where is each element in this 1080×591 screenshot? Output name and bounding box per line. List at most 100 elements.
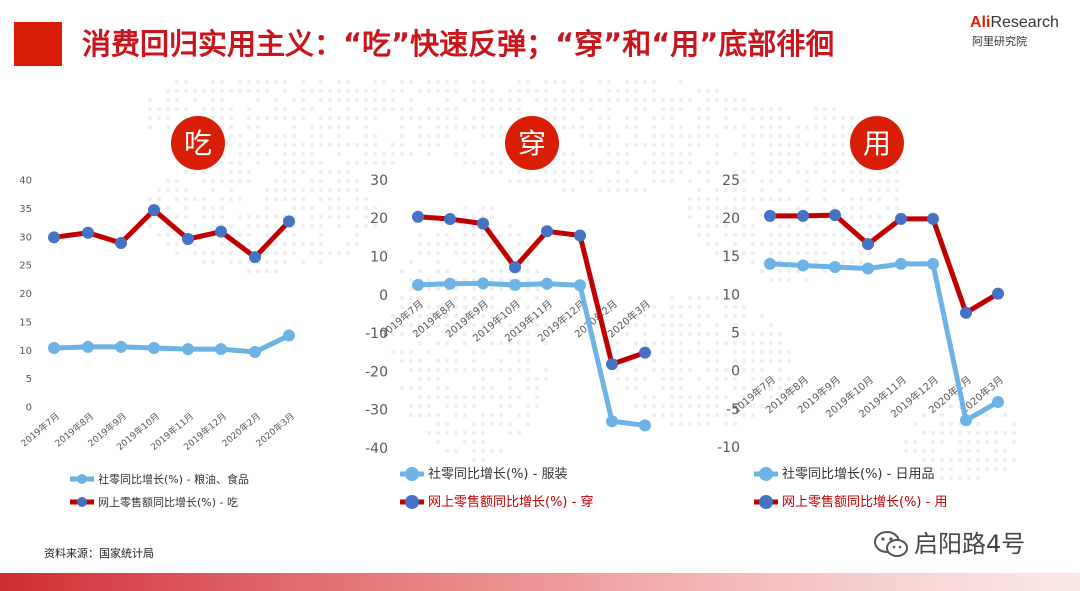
map-dot [778,116,782,120]
map-dot [643,107,647,111]
map-dot [481,413,485,417]
map-dot [508,287,512,291]
map-dot [256,224,260,228]
map-dot [229,89,233,93]
map-dot [652,98,656,102]
map-dot [346,125,350,129]
map-dot [319,251,323,255]
chart-badge: 吃 [171,116,225,170]
map-dot [751,233,755,237]
map-dot [877,170,881,174]
map-dot [607,80,611,84]
map-dot [436,80,440,84]
map-dot [454,449,458,453]
map-dot [409,152,413,156]
map-dot [265,80,269,84]
data-point [148,341,160,354]
map-dot [445,368,449,372]
map-dot [643,377,647,381]
map-dot [607,98,611,102]
map-dot [274,134,278,138]
map-dot [220,107,224,111]
data-point [82,226,94,239]
map-dot [283,80,287,84]
map-dot [445,125,449,129]
map-dot [256,161,260,165]
map-dot [508,251,512,255]
logo-subtitle: 阿里研究院 [972,35,1027,48]
map-dot [463,161,467,165]
map-dot [715,395,719,399]
map-dot [238,233,242,237]
footer-stripe [0,573,1080,591]
map-dot [697,233,701,237]
map-dot [319,224,323,228]
map-dot [481,332,485,336]
map-dot [364,215,368,219]
map-dot [778,368,782,372]
map-dot [373,134,377,138]
map-dot [778,224,782,228]
map-dot [220,197,224,201]
map-dot [751,242,755,246]
map-dot [472,161,476,165]
map-dot [400,296,404,300]
map-dot [742,170,746,174]
map-dot [724,377,728,381]
map-dot [418,269,422,273]
map-dot [382,107,386,111]
map-dot [364,206,368,210]
map-dot [319,116,323,120]
map-dot [454,431,458,435]
map-dot [886,188,890,192]
map-dot [490,215,494,219]
map-dot [283,188,287,192]
map-dot [409,80,413,84]
map-dot [670,170,674,174]
map-dot [292,125,296,129]
map-dot [580,161,584,165]
map-dot [733,260,737,264]
map-dot [643,332,647,336]
map-dot [409,107,413,111]
map-dot [508,377,512,381]
map-dot [364,98,368,102]
map-dot [607,179,611,183]
map-dot [310,206,314,210]
map-dot [184,107,188,111]
map-dot [499,404,503,408]
map-dot [355,161,359,165]
map-dot [697,377,701,381]
map-dot [409,296,413,300]
map-dot [688,323,692,327]
map-dot [310,161,314,165]
map-dot [301,143,305,147]
map-dot [436,269,440,273]
map-dot [247,80,251,84]
map-dot [535,377,539,381]
map-dot [958,422,962,426]
map-dot [238,89,242,93]
map-dot [625,188,629,192]
y-tick-label: 10 [19,346,32,357]
data-point [82,340,94,353]
map-dot [247,179,251,183]
data-point [412,210,424,223]
map-dot [742,206,746,210]
badge-label: 用 [863,127,891,160]
map-dot [706,134,710,138]
map-dot [319,233,323,237]
map-dot [706,125,710,129]
map-dot [355,242,359,246]
map-dot [499,278,503,282]
map-dot [427,431,431,435]
map-dot [418,368,422,372]
data-point [444,277,456,290]
map-dot [328,98,332,102]
map-dot [769,341,773,345]
map-dot [724,224,728,228]
map-dot [706,395,710,399]
map-dot [310,251,314,255]
map-dot [949,476,953,480]
data-point [115,340,127,353]
